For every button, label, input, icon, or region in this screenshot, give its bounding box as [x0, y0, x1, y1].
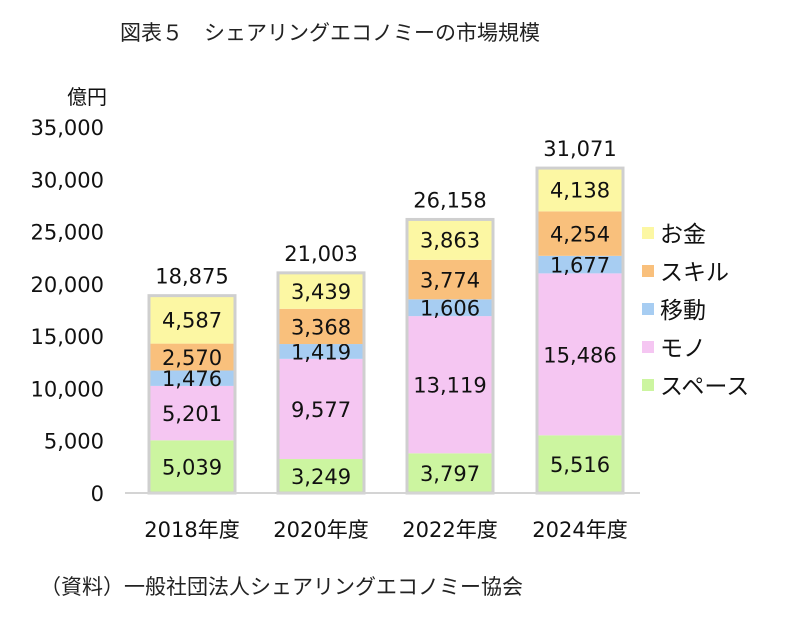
legend-swatch	[642, 227, 654, 239]
bar-segment	[537, 168, 623, 212]
x-tick-label: 2022年度	[402, 518, 497, 542]
source-note: （資料）一般社団法人シェアリングエコノミー協会	[40, 575, 523, 599]
x-tick-label: 2024年度	[532, 518, 627, 542]
segment-value-label: 1,677	[550, 254, 610, 278]
segment-value-label: 3,368	[291, 315, 351, 339]
chart-title: 図表５ シェアリングエコノミーの市場規模	[120, 21, 540, 45]
bar-segment	[149, 295, 235, 344]
segment-value-label: 15,486	[543, 343, 616, 367]
bar-segment	[149, 370, 235, 386]
bar-segment	[149, 343, 235, 371]
segment-value-label: 13,119	[413, 374, 486, 398]
segment-value-label: 1,419	[291, 340, 351, 364]
total-value-label: 18,875	[155, 265, 228, 289]
segment-value-label: 4,254	[550, 223, 610, 247]
bar-segment	[407, 299, 493, 317]
y-tick-label: 20,000	[31, 273, 104, 297]
segment-value-label: 1,606	[420, 297, 480, 321]
y-axis: 0 5,000 10,000 15,000 20,000 25,000 30,000 35,0…	[31, 116, 104, 506]
y-axis-unit: 億円	[67, 85, 107, 109]
y-tick-label: 5,000	[44, 430, 104, 454]
total-value-label: 21,003	[284, 242, 357, 266]
x-axis: 2018年度 2020年度 2022年度 2024年度	[144, 518, 627, 542]
segment-value-label: 5,201	[162, 402, 222, 426]
bar-segment	[278, 344, 364, 359]
total-value-label: 31,071	[543, 137, 616, 161]
legend-swatch	[642, 341, 654, 353]
bar-segment	[407, 316, 493, 454]
legend-swatch	[642, 303, 654, 315]
bar-segment	[278, 459, 364, 493]
total-value-label: 26,158	[413, 188, 486, 212]
segment-value-label: 1,476	[162, 367, 222, 391]
bar-segment	[407, 219, 493, 260]
segment-value-label: 3,249	[291, 465, 351, 489]
segment-value-label: 4,587	[162, 309, 222, 333]
segment-value-label: 9,577	[291, 398, 351, 422]
segment-value-label: 2,570	[162, 346, 222, 370]
legend-label: スキル	[660, 260, 729, 286]
segment-value-label: 3,863	[420, 229, 480, 253]
legend-label: 移動	[660, 298, 706, 324]
y-tick-label: 35,000	[31, 116, 104, 140]
segment-value-label: 3,774	[420, 269, 480, 293]
legend-label: スペース	[660, 374, 749, 400]
y-tick-label: 0	[91, 482, 104, 506]
y-tick-label: 25,000	[31, 221, 104, 245]
bar-segment	[278, 272, 364, 309]
segment-value-label: 5,516	[550, 453, 610, 477]
y-tick-label: 30,000	[31, 168, 104, 192]
bar-segment	[537, 273, 623, 436]
y-tick-label: 10,000	[31, 377, 104, 401]
bar-segment	[537, 255, 623, 274]
segment-value-label: 3,439	[291, 280, 351, 304]
segment-value-label: 5,039	[162, 456, 222, 480]
x-tick-label: 2020年度	[273, 518, 368, 542]
x-tick-label: 2018年度	[144, 518, 239, 542]
legend-label: お金	[660, 222, 706, 248]
bar-segment	[407, 453, 493, 493]
bar-segment	[278, 308, 364, 345]
bar-segment	[149, 385, 235, 441]
legend-swatch	[642, 379, 654, 391]
bar-segment	[407, 259, 493, 300]
bar-segment	[278, 358, 364, 460]
legend-label: モノ	[660, 336, 706, 362]
bar-segment	[149, 440, 235, 493]
bar-segment	[537, 211, 623, 256]
segment-value-label: 4,138	[550, 179, 610, 203]
bar-segment	[537, 435, 623, 493]
legend-swatch	[642, 265, 654, 277]
segment-value-label: 3,797	[420, 462, 480, 486]
y-tick-label: 15,000	[31, 325, 104, 349]
